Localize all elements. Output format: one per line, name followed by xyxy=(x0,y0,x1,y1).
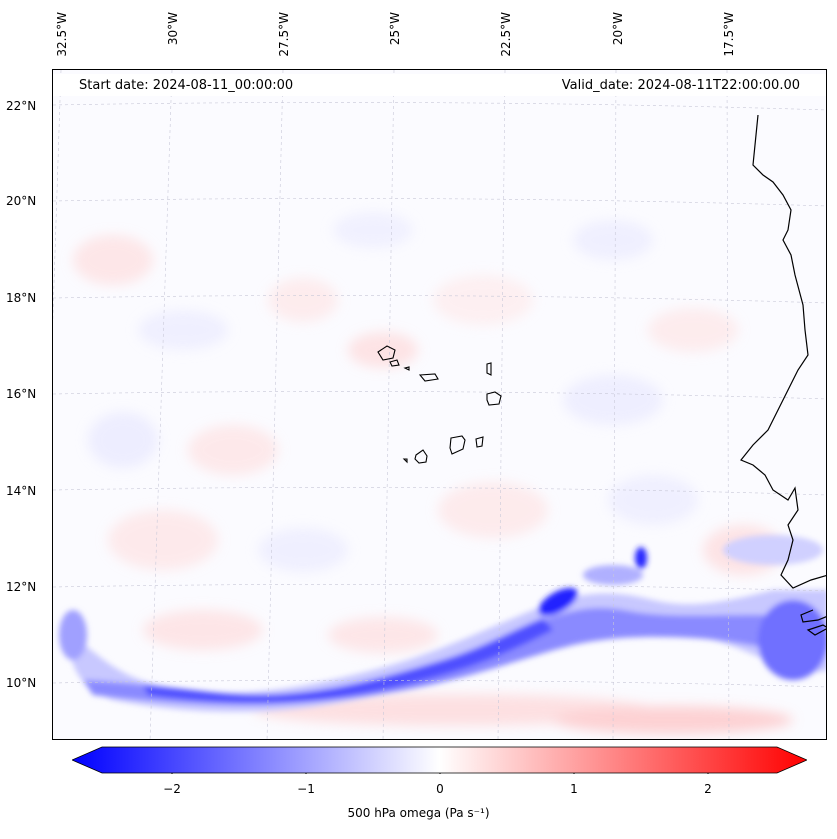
colorbar-tick-0: 0 xyxy=(436,782,444,796)
start-date-label: Start date: 2024-08-11_00:00:00 xyxy=(79,78,294,93)
itcz-omega-band xyxy=(59,535,826,712)
omega-background-field xyxy=(73,212,793,734)
lat-label-12n: 12°N xyxy=(6,580,37,594)
colorbar xyxy=(70,746,809,777)
lon-label-20w: 20°W xyxy=(611,12,625,46)
colorbar-tick-1: 1 xyxy=(570,782,578,796)
lon-label-30w: 30°W xyxy=(166,12,180,46)
lon-label-32-5w: 32.5°W xyxy=(55,12,69,57)
colorbar-bar xyxy=(70,746,809,774)
colorbar-tick-neg2: −2 xyxy=(163,782,181,796)
colorbar-graphic xyxy=(70,746,809,777)
graticule xyxy=(53,70,826,739)
lat-label-22n: 22°N xyxy=(6,99,37,113)
lon-label-25w: 25°W xyxy=(388,12,402,46)
lon-label-17-5w: 17.5°W xyxy=(722,12,736,57)
header-strip xyxy=(53,74,826,96)
colorbar-label: 500 hPa omega (Pa s⁻¹) xyxy=(347,806,490,820)
cape-verde-islands xyxy=(377,345,502,464)
map-frame xyxy=(52,69,827,740)
lat-label-20n: 20°N xyxy=(6,194,37,208)
lat-label-10n: 10°N xyxy=(6,676,37,690)
valid-date-label: Valid_date: 2024-08-11T22:00:00.00 xyxy=(561,78,800,93)
colorbar-tick-2: 2 xyxy=(704,782,712,796)
colorbar-tick-neg1: −1 xyxy=(297,782,315,796)
coastline xyxy=(740,114,826,636)
lat-label-16n: 16°N xyxy=(6,387,37,401)
lat-label-18n: 18°N xyxy=(6,291,37,305)
omega-field-map xyxy=(53,70,826,739)
lon-label-27-5w: 27.5°W xyxy=(277,12,291,57)
lon-label-22-5w: 22.5°W xyxy=(499,12,513,57)
lat-label-14n: 14°N xyxy=(6,484,37,498)
